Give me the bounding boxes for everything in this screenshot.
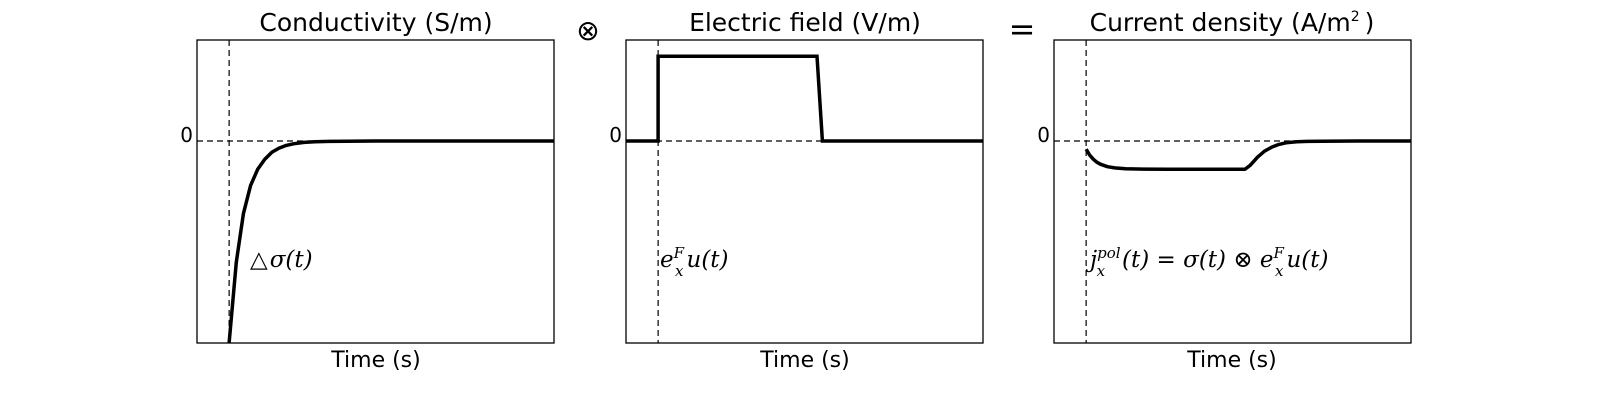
panel-electric-field: Electric field (V/m) 0 Time (s) eF x u(t): [609, 8, 984, 373]
x-axis-label: Time (s): [1186, 348, 1276, 373]
chart-title: Electric field (V/m): [689, 8, 921, 37]
panel-current-density: Current density (A/m2) 0 Time (s) jpol x(…: [1037, 8, 1412, 373]
annotation-middle: (t) = σ(t) ⊗: [1122, 247, 1260, 273]
series-line: [1084, 139, 1411, 172]
convolution-operator: ⊗: [576, 14, 599, 47]
annotation-e-sub: x: [675, 262, 684, 280]
annotation-tail: u(t): [1286, 247, 1328, 273]
annotation-sigma: σ(t): [270, 247, 313, 273]
annotation-e-sub: x: [1275, 262, 1284, 280]
plot-frame: [625, 39, 984, 344]
annotation-tail: u(t): [687, 247, 729, 273]
annotation-j-sup: pol: [1097, 244, 1121, 262]
curve-annotation: △σ(t): [250, 247, 313, 273]
annotation-e: e: [660, 247, 674, 273]
panel-conductivity: Conductivity (S/m) 0 Time (s) △σ(t): [180, 8, 555, 373]
equals-operator: =: [1009, 10, 1036, 48]
curve-annotation: jpol x (t) = σ(t) ⊗ eF x u(t): [1085, 244, 1328, 280]
plot-frame: [196, 39, 555, 344]
chart-title: Conductivity (S/m): [259, 8, 492, 37]
chart-title-main: Current density (A/m: [1090, 8, 1351, 37]
series-line: [626, 54, 983, 143]
series-line: [227, 139, 554, 344]
delta-symbol: △: [250, 247, 268, 273]
annotation-j: j: [1085, 247, 1097, 273]
y-tick-label-zero: 0: [1037, 123, 1050, 147]
x-axis-label: Time (s): [330, 348, 420, 373]
x-axis-label: Time (s): [759, 348, 849, 373]
curve-annotation: eF x u(t): [660, 244, 729, 280]
annotation-e-sup: F: [673, 244, 685, 262]
chart-title-close: ): [1365, 8, 1375, 37]
chart-title: Current density (A/m2): [1090, 8, 1375, 37]
y-tick-label-zero: 0: [180, 123, 193, 147]
annotation-j-sub: x: [1097, 262, 1106, 280]
y-tick-label-zero: 0: [609, 123, 622, 147]
annotation-e: e: [1260, 247, 1274, 273]
annotation-e-sup: F: [1273, 244, 1285, 262]
chart-title-superscript: 2: [1351, 9, 1360, 25]
plot-frame: [1053, 39, 1412, 344]
